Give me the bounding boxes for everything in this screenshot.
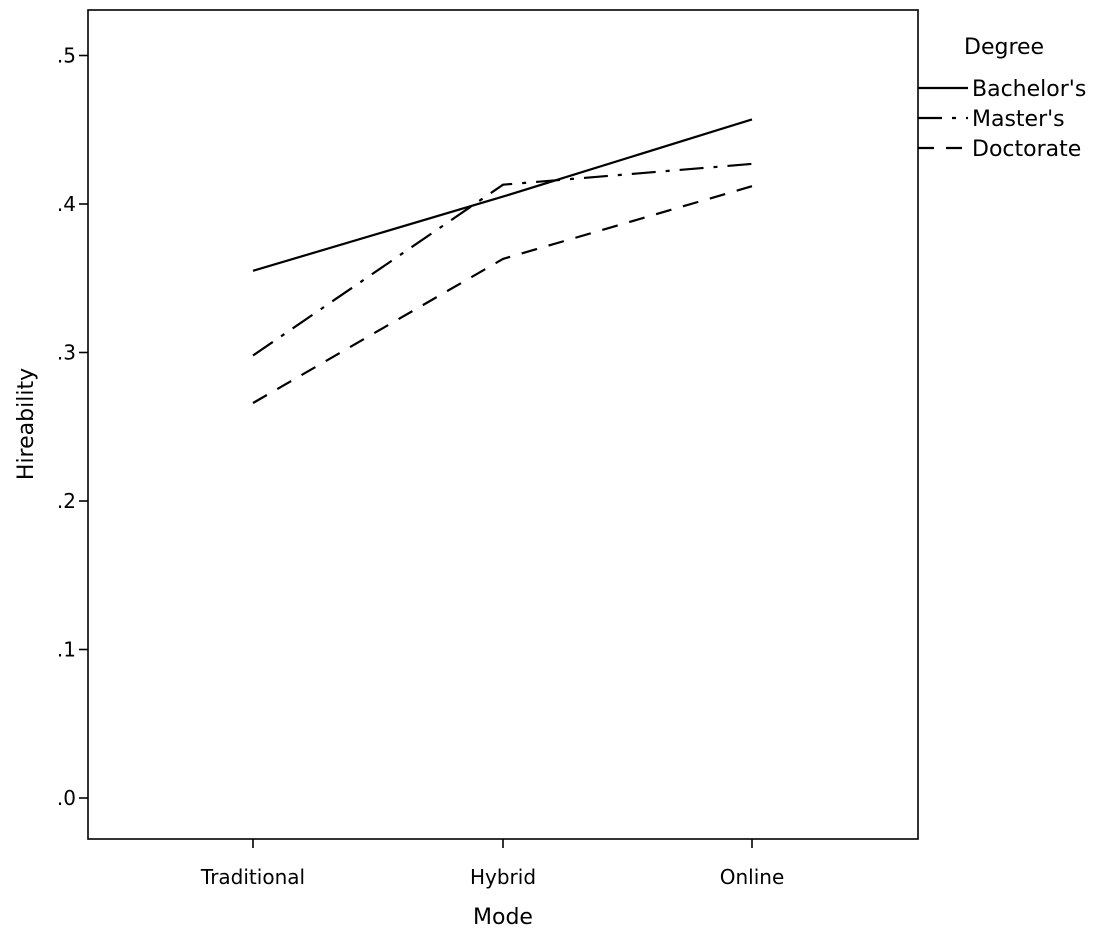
- legend-title: Degree: [964, 35, 1044, 60]
- plot-frame: [87, 9, 919, 840]
- y-tick-label: .1: [57, 638, 76, 662]
- y-tick-label: .4: [57, 192, 76, 216]
- legend-label: Bachelor's: [972, 77, 1086, 102]
- series-line-doctorate: [252, 185, 753, 404]
- series-line-bachelor-s: [252, 118, 753, 272]
- y-tick-label: .5: [57, 44, 76, 68]
- x-tick-label: Traditional: [200, 865, 305, 889]
- x-tick-label: Online: [720, 865, 785, 889]
- y-tick-label: .2: [57, 489, 76, 513]
- legend-label: Master's: [972, 107, 1065, 132]
- series-lines: [252, 118, 753, 404]
- x-tick-label: Hybrid: [470, 865, 536, 889]
- legend-entries: Bachelor's Master's Doctorate: [918, 77, 1086, 162]
- y-axis: .0 .1 .2 .3 .4 .5: [57, 44, 88, 810]
- y-tick-label: .0: [57, 786, 76, 810]
- x-axis: Traditional Hybrid Online: [200, 839, 784, 889]
- legend-label: Doctorate: [972, 137, 1081, 162]
- y-axis-title: Hireability: [14, 368, 39, 480]
- legend: Degree Bachelor's Master's Doctorate: [918, 35, 1086, 162]
- x-axis-title: Mode: [473, 905, 533, 930]
- series-line-master-s: [252, 162, 753, 357]
- y-tick-label: .3: [57, 341, 76, 365]
